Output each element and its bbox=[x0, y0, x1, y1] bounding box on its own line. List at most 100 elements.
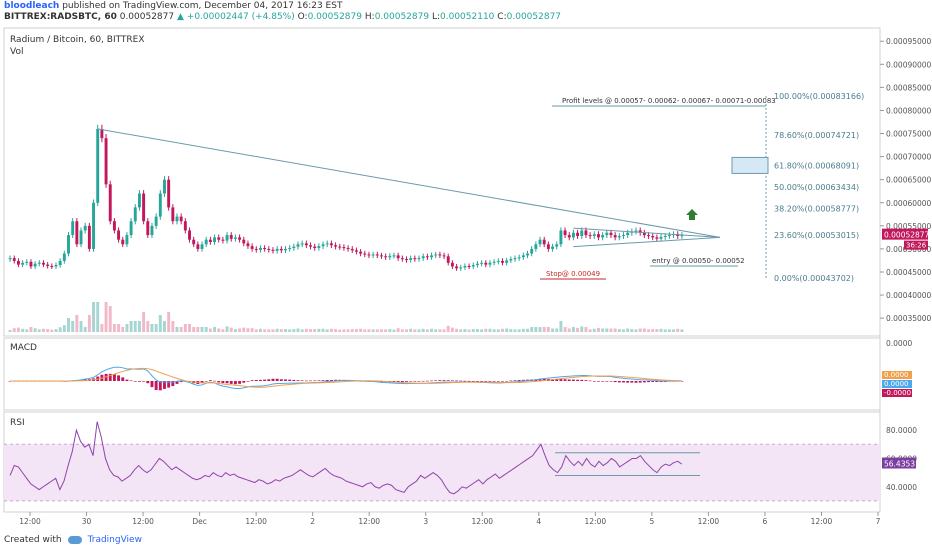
macd-histogram-bar bbox=[563, 379, 567, 381]
volume-bar bbox=[325, 329, 329, 332]
candle-body bbox=[79, 230, 83, 245]
author-name[interactable]: bloodleach bbox=[4, 1, 60, 11]
candle-body bbox=[538, 239, 542, 245]
volume-bar bbox=[196, 327, 200, 332]
volume-bar bbox=[375, 329, 379, 332]
macd-histogram-bar bbox=[163, 381, 166, 389]
macd-histogram-bar bbox=[258, 379, 262, 381]
volume-bar bbox=[354, 329, 358, 332]
macd-histogram-bar bbox=[538, 379, 542, 381]
volume-bar bbox=[588, 329, 592, 332]
volume-bar bbox=[96, 302, 100, 332]
volume-bar bbox=[471, 329, 475, 332]
macd-histogram-bar bbox=[204, 381, 208, 382]
candle-body bbox=[146, 221, 150, 236]
macd-histogram-bar bbox=[238, 381, 242, 384]
volume-bar bbox=[200, 327, 204, 332]
volume-bar bbox=[617, 329, 621, 332]
volume-bar bbox=[542, 327, 546, 332]
macd-histogram-bar bbox=[488, 381, 492, 382]
candle-body bbox=[584, 230, 588, 236]
candle-body bbox=[271, 249, 275, 251]
candle-body bbox=[284, 248, 287, 251]
macd-histogram-bar bbox=[117, 375, 121, 381]
volume-bar bbox=[179, 327, 183, 332]
price-tick-label: 0.00055000 bbox=[886, 222, 932, 231]
macd-histogram-bar bbox=[217, 381, 221, 383]
volume-bar bbox=[663, 329, 667, 332]
volume-bar bbox=[642, 328, 646, 332]
candle-body bbox=[292, 246, 296, 248]
volume-bar bbox=[425, 329, 429, 332]
volume-bar bbox=[108, 306, 112, 332]
time-axis[interactable]: 12:00 30 12:00 Dec 12:00 2 12:00 3 12:00 4 12:00 5 1… bbox=[19, 512, 881, 526]
price-axis[interactable]: 0.00095000 0.00090000 0.00085000 0.00080000… bbox=[880, 37, 932, 323]
price-tick-label: 0.00085000 bbox=[886, 83, 932, 92]
volume-bar bbox=[576, 327, 580, 332]
volume-bar bbox=[71, 321, 75, 332]
last-price-badge bbox=[882, 228, 928, 240]
macd-histogram-bar bbox=[509, 380, 513, 382]
macd-histogram-bar bbox=[325, 380, 329, 381]
volume-bar bbox=[79, 321, 83, 332]
volume-bar bbox=[596, 327, 600, 332]
entry-label: entry @ 0.00050- 0.00052 bbox=[652, 257, 745, 265]
candle-body bbox=[622, 235, 625, 237]
candle-body bbox=[613, 235, 617, 238]
candle-body bbox=[154, 216, 158, 226]
tradingview-logo-icon bbox=[67, 536, 82, 544]
candle-body bbox=[67, 235, 70, 254]
candle-body bbox=[363, 253, 367, 255]
rsi-band bbox=[4, 444, 880, 501]
candle-body bbox=[551, 246, 555, 249]
macd-histogram-bar bbox=[313, 380, 317, 382]
candle-body bbox=[442, 255, 446, 257]
candle-body bbox=[42, 262, 45, 265]
candle-body bbox=[638, 230, 642, 233]
volume-bar bbox=[221, 329, 225, 332]
volume-bar bbox=[250, 328, 254, 332]
candle-body bbox=[275, 248, 279, 251]
volume-bar bbox=[62, 325, 66, 332]
candle-body bbox=[267, 248, 271, 250]
candle-body bbox=[58, 260, 62, 266]
candle-body bbox=[125, 235, 129, 245]
volume-bar bbox=[450, 327, 454, 332]
volume-bar bbox=[613, 328, 617, 332]
candle-body bbox=[325, 243, 329, 245]
volume-bar bbox=[521, 328, 525, 332]
macd-histogram-bar bbox=[438, 380, 442, 381]
candle-body bbox=[171, 207, 175, 222]
volume-bar bbox=[480, 329, 484, 332]
candle-body bbox=[83, 225, 87, 231]
macd-histogram-bar bbox=[400, 381, 404, 382]
candle-body bbox=[183, 221, 187, 231]
volume-bar bbox=[242, 327, 246, 332]
candle-body bbox=[680, 235, 684, 237]
candle-body bbox=[350, 248, 354, 251]
macd-histogram-bar bbox=[559, 379, 563, 381]
candle-body bbox=[642, 232, 646, 236]
volume-bar bbox=[592, 328, 596, 332]
candle-body bbox=[338, 246, 342, 248]
volume-bar bbox=[405, 329, 408, 332]
candle-body bbox=[188, 230, 191, 240]
volume-bar bbox=[555, 328, 559, 332]
volume-bar bbox=[651, 329, 655, 332]
volume-bar bbox=[146, 321, 150, 332]
candle-body bbox=[200, 244, 204, 249]
volume-bar bbox=[609, 328, 613, 332]
ohlc-c: 0.00052877 bbox=[506, 12, 562, 22]
candle-body bbox=[663, 236, 667, 237]
volume-bar bbox=[667, 329, 671, 332]
candle-body bbox=[359, 251, 363, 254]
time-tick-label: 12:00 bbox=[245, 517, 267, 526]
macd-histogram-bar bbox=[601, 381, 605, 382]
tradingview-brand[interactable]: TradingView bbox=[87, 535, 142, 545]
chart-canvas[interactable]: Radium / Bitcoin, 60, BITTREX Vol MACD R… bbox=[0, 26, 932, 534]
macd-badge bbox=[882, 389, 912, 397]
rsi-tick-label: 80.0000 bbox=[886, 426, 917, 435]
volume-bar bbox=[154, 324, 158, 332]
volume-bar bbox=[12, 328, 16, 332]
